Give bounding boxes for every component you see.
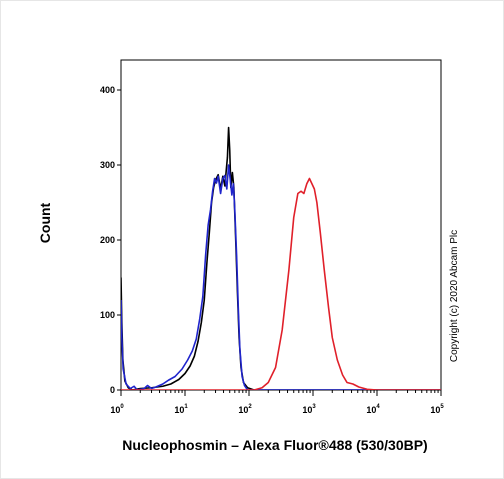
series-line-2 (121, 177, 441, 390)
x-tick-label: 104 (366, 404, 380, 415)
y-tick-label: 400 (100, 85, 115, 95)
x-tick-label: 105 (430, 404, 444, 415)
y-tick-label: 0 (110, 385, 115, 395)
x-tick-label: 102 (238, 404, 252, 415)
copyright-annotation: Copyright (c) 2020 Abcam Plc (449, 230, 460, 362)
x-axis-title: Nucleophosmin – Alexa Fluor®488 (530/30B… (122, 437, 427, 453)
series-line-1 (121, 164, 441, 390)
x-tick-label: 103 (302, 404, 316, 415)
y-tick-label: 300 (100, 160, 115, 170)
y-tick-label: 200 (100, 235, 115, 245)
x-tick-label: 100 (110, 404, 124, 415)
y-axis-title: Count (37, 202, 53, 243)
x-tick-label: 101 (174, 404, 188, 415)
y-tick-label: 100 (100, 310, 115, 320)
